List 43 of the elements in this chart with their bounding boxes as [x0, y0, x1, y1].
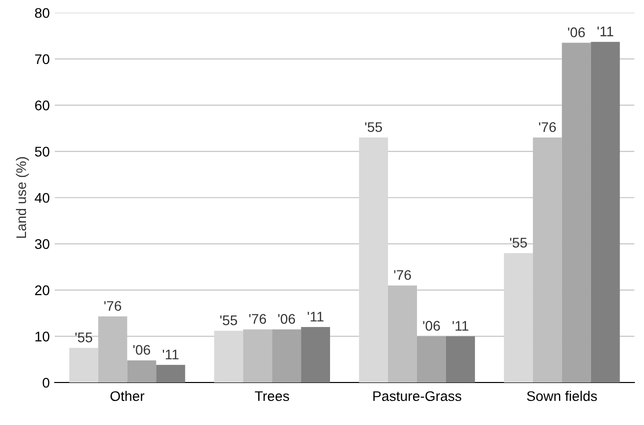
- y-tick-label: 30: [34, 239, 50, 250]
- text: '11: [162, 350, 179, 360]
- text: '55: [365, 122, 382, 132]
- text: '06: [568, 27, 585, 38]
- text: '76: [249, 314, 266, 324]
- series-label: '06: [423, 320, 440, 331]
- y-tick-label: 60: [35, 100, 50, 110]
- x-tick-label: Sown fields: [527, 390, 597, 402]
- text: '76: [394, 270, 411, 280]
- bar: [562, 42, 591, 382]
- series-label: '76: [104, 301, 122, 311]
- x-tick-label: Pasture-Grass: [373, 391, 462, 402]
- text: '76: [539, 122, 556, 132]
- bar: [156, 364, 186, 382]
- x-tick-label: Trees: [254, 391, 290, 402]
- bar: [214, 330, 244, 382]
- y-tick-label: 50: [34, 146, 50, 157]
- text: '55: [220, 316, 238, 326]
- y-axis-title: Land use (%): [16, 157, 29, 238]
- y-tick-label: 80: [35, 8, 50, 18]
- bar: [127, 360, 156, 382]
- text: '06: [278, 314, 296, 324]
- y-tick-label: 40: [34, 192, 50, 203]
- series-label: '55: [75, 332, 92, 342]
- y-tick-label: 70: [35, 54, 50, 64]
- series-label: '11: [452, 321, 468, 331]
- x-tick-label: Other: [110, 390, 144, 402]
- bar: [359, 138, 388, 382]
- text: '11: [598, 26, 614, 36]
- text: '11: [308, 312, 324, 322]
- bar: [272, 329, 302, 382]
- text: '55: [510, 238, 527, 248]
- text: '06: [133, 344, 150, 355]
- y-tick-label: 20: [35, 285, 50, 296]
- bar: [301, 327, 330, 382]
- bar: [446, 336, 475, 382]
- bar: [416, 336, 446, 382]
- bar: [243, 329, 272, 382]
- bar: [590, 42, 620, 382]
- bar: [504, 253, 533, 382]
- y-tick-label: 10: [35, 332, 50, 342]
- y-tick-label: 0: [42, 378, 50, 388]
- bar: [69, 348, 98, 382]
